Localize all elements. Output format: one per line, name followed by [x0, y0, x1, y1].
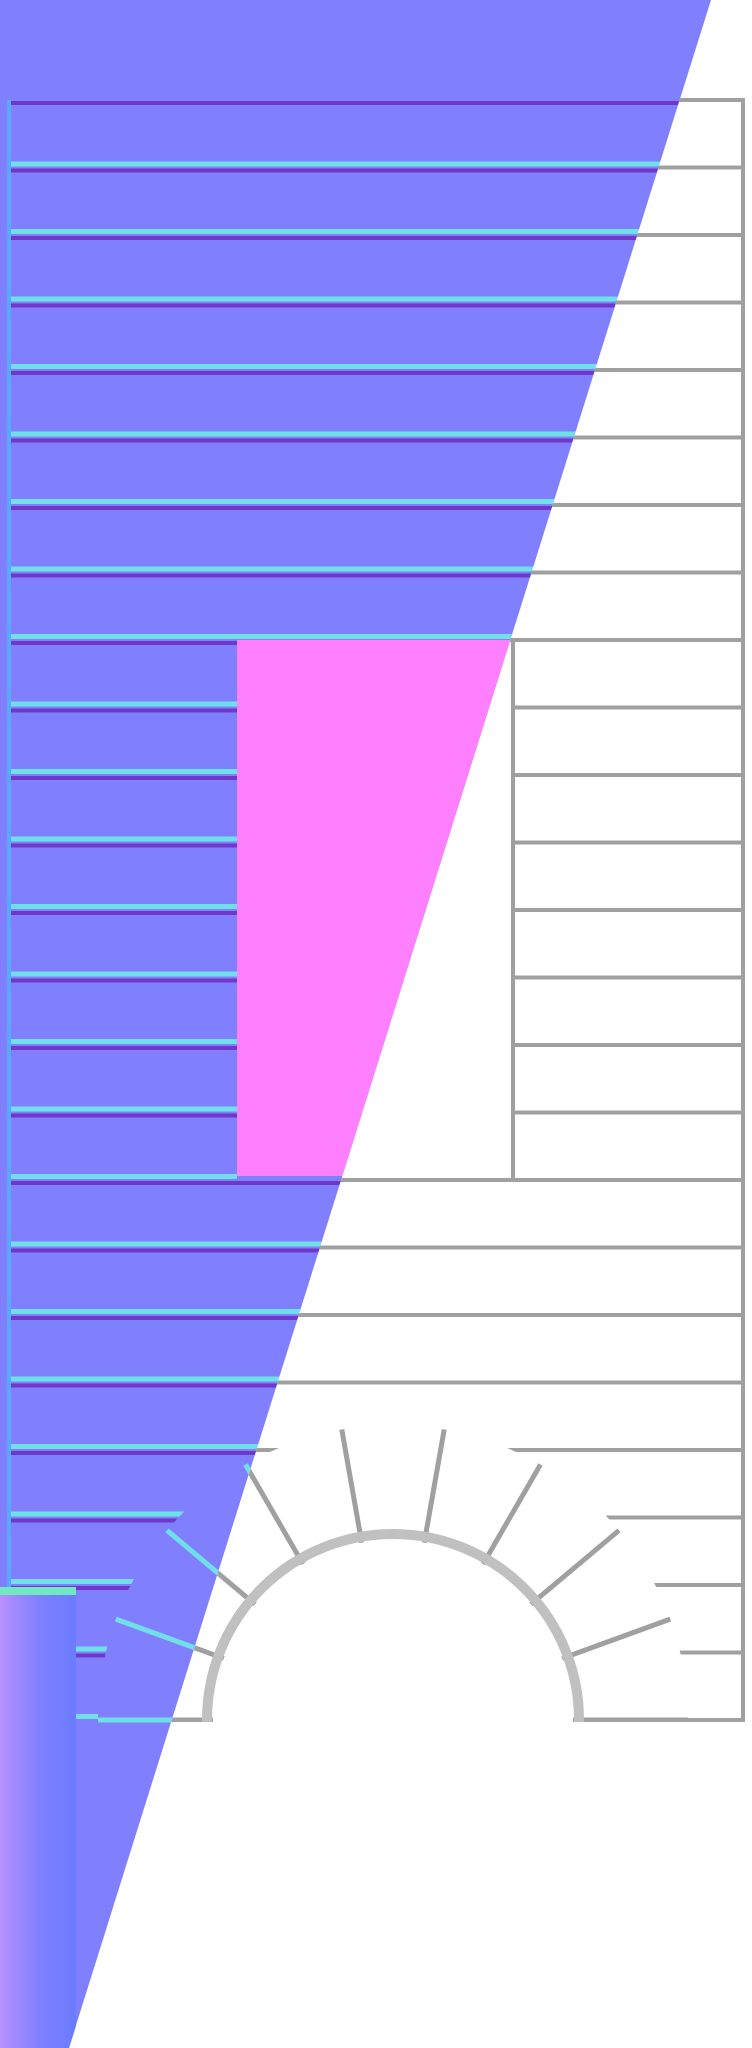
brick-top-edge	[7, 168, 711, 173]
voussoir-joint	[243, 1463, 306, 1566]
brick-bottom-edge	[7, 499, 711, 504]
brick	[7, 1112, 237, 1180]
brick-top-edge	[7, 101, 711, 105]
brick-bottom-edge	[7, 634, 711, 639]
brick-top-edge	[7, 776, 237, 780]
brick-left-edge	[7, 1382, 11, 1450]
brick-top-edge	[7, 573, 711, 578]
brick-left-edge	[7, 775, 11, 843]
brick-left-edge	[7, 167, 11, 235]
lower-white	[76, 1722, 752, 2048]
brick-left-edge	[7, 100, 11, 168]
brick-left-edge	[7, 842, 11, 910]
brick	[7, 167, 711, 235]
brick	[511, 638, 745, 710]
brick-bottom-edge	[7, 904, 237, 909]
brick-top-edge	[7, 641, 237, 645]
brick-top-edge	[7, 303, 711, 308]
brick-left-edge	[7, 1045, 11, 1113]
brick-top-edge	[7, 978, 237, 983]
brick-top-edge	[7, 1113, 237, 1118]
brick-left-edge	[7, 1450, 11, 1518]
brick-bottom-edge	[7, 769, 237, 774]
brick	[511, 773, 745, 845]
brick-left-edge	[7, 977, 11, 1045]
brick	[7, 235, 711, 303]
brick-left-edge	[7, 707, 11, 775]
brick-bottom-edge	[7, 1106, 237, 1112]
brick-top-edge	[7, 438, 711, 443]
brick	[511, 1110, 745, 1182]
brick-bottom-edge	[7, 431, 711, 437]
brick-left-edge	[7, 370, 11, 438]
brick-left-edge	[7, 235, 11, 303]
brick	[7, 910, 237, 978]
brick-bottom-edge	[7, 701, 237, 707]
brick-left-edge	[7, 910, 11, 978]
brick-top-edge	[7, 1046, 237, 1050]
brick-bottom-edge	[7, 296, 711, 302]
column	[0, 1587, 76, 2048]
brick-top-edge	[7, 506, 711, 510]
voussoir-joint	[561, 1616, 672, 1661]
brick	[7, 100, 711, 168]
brick-left-edge	[7, 572, 11, 640]
brick-top-edge	[7, 843, 237, 848]
brick-top-edge	[7, 236, 711, 240]
brick	[7, 640, 237, 708]
brick-top-edge	[7, 911, 237, 915]
brick	[511, 975, 745, 1047]
brick-bottom-edge	[7, 566, 711, 572]
brick	[511, 1043, 745, 1115]
brick-left-edge	[7, 1112, 11, 1180]
brick	[511, 705, 745, 777]
brick-bottom-edge	[7, 364, 711, 369]
brick-left-edge	[7, 1315, 11, 1383]
brick-left-edge	[7, 640, 11, 708]
brick-left-edge	[7, 1247, 11, 1315]
brick	[7, 977, 237, 1045]
brick-left-edge	[7, 505, 11, 573]
brick	[511, 840, 745, 912]
voussoir-joint	[421, 1429, 447, 1544]
brick	[7, 842, 237, 910]
column-top	[0, 1587, 76, 1595]
brick-bottom-edge	[7, 229, 711, 234]
brick-bottom-edge	[7, 161, 711, 167]
brick	[7, 302, 711, 370]
brick	[511, 908, 745, 980]
voussoir-joint	[480, 1463, 543, 1566]
brick-top-edge	[7, 708, 237, 713]
brick-left-edge	[7, 437, 11, 505]
brick-bottom-edge	[7, 1039, 237, 1044]
brick	[7, 775, 237, 843]
brick-left-edge	[7, 1517, 11, 1585]
brick	[7, 707, 237, 775]
brick-top-edge	[7, 371, 711, 375]
brick-bottom-edge	[7, 1174, 237, 1179]
brick-left-edge	[7, 1180, 11, 1248]
brick-bottom-edge	[7, 971, 237, 977]
brick-bottom-edge	[7, 836, 237, 842]
voussoir-joint	[529, 1528, 621, 1607]
brick	[7, 1045, 237, 1113]
voussoir-joint	[339, 1429, 365, 1544]
brick-left-edge	[7, 302, 11, 370]
